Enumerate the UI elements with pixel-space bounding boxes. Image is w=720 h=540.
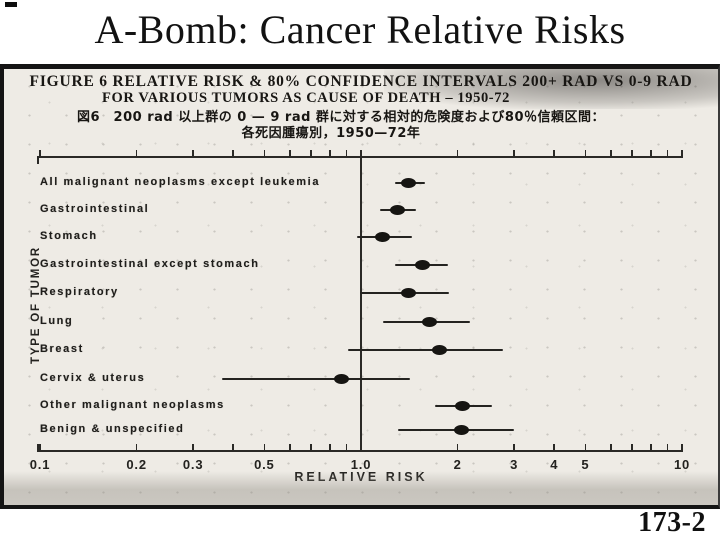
x-tick-label: 0.5 (254, 457, 275, 472)
x-tick (584, 444, 587, 450)
x-tick (513, 444, 515, 450)
figure-caption-line1: FIGURE 6 RELATIVE RISK & 80% CONFIDENCE … (29, 73, 693, 90)
scan-smudge (384, 65, 720, 109)
x-tick (631, 444, 634, 450)
figure-caption-japanese-line2: 各死因腫瘍別，1950—72年 (241, 126, 421, 141)
point-estimate-dot (453, 425, 469, 435)
x-tick-label: 0.2 (126, 457, 147, 472)
point-estimate-dot (401, 178, 417, 188)
x-tick (135, 444, 138, 450)
point-estimate-dot (334, 374, 350, 384)
scan-shadow (4, 471, 718, 505)
x-tick (192, 150, 194, 156)
x-tick (263, 150, 266, 156)
x-tick (513, 150, 515, 156)
x-tick (329, 150, 331, 156)
row-label: Gastrointestinal (40, 203, 150, 215)
ci-line (222, 377, 410, 381)
x-tick (39, 444, 41, 450)
x-tick (456, 150, 459, 156)
point-estimate-dot (422, 317, 438, 327)
x-tick (553, 150, 556, 156)
forest-plot: 0.1 0.2 0.3 0.5 1.0 2 3 4 5 10 All malignant neopl… (4, 69, 718, 505)
row-label: All malignant neoplasms except leukemia (40, 176, 321, 188)
x-tick (39, 150, 41, 156)
page-number: 173-2 (638, 507, 706, 538)
x-tick-label: 3 (510, 457, 519, 472)
reference-line (359, 156, 363, 452)
x-tick-label: 0.1 (29, 457, 51, 472)
x-tick (584, 150, 587, 156)
x-tick (263, 444, 266, 450)
scan-corner-mark (5, 2, 17, 7)
x-tick (310, 150, 313, 156)
y-axis-title: TYPE OF TUMOR (30, 246, 42, 364)
row-label: Benign & unspecified (40, 423, 185, 435)
point-estimate-dot (415, 260, 431, 270)
x-tick (666, 150, 669, 156)
page-title: A-Bomb: Cancer Relative Risks (94, 7, 626, 52)
row-label: Breast (40, 343, 84, 355)
x-tick (232, 444, 235, 450)
x-tick (232, 150, 235, 156)
x-tick (329, 444, 331, 450)
x-tick (609, 444, 612, 450)
x-tick-label: 10 (673, 457, 691, 472)
x-tick (288, 150, 291, 156)
x-tick-label: 0.3 (182, 457, 204, 472)
x-tick (650, 444, 652, 450)
row-label: Respiratory (40, 286, 119, 298)
x-tick (681, 444, 683, 450)
axis-endcap (37, 444, 39, 452)
x-tick (192, 444, 194, 450)
x-tick (345, 150, 348, 156)
point-estimate-dot (375, 232, 391, 242)
x-tick-label: 2 (453, 457, 462, 472)
x-tick-label: 5 (581, 457, 590, 472)
x-tick (681, 150, 683, 156)
x-tick (553, 444, 556, 450)
row-label: Lung (40, 315, 74, 327)
row-label: Cervix & uterus (40, 372, 146, 384)
point-estimate-dot (454, 401, 470, 411)
figure-caption-line2: FOR VARIOUS TUMORS AS CAUSE OF DEATH – 1… (102, 90, 510, 106)
row-label: Stomach (40, 230, 98, 242)
point-estimate-dot (401, 288, 417, 298)
x-tick (609, 150, 612, 156)
x-tick (135, 150, 138, 156)
point-estimate-dot (390, 205, 406, 215)
x-tick (650, 150, 652, 156)
x-axis-title: RELATIVE RISK (251, 470, 471, 484)
x-tick (310, 444, 313, 450)
row-label: Other malignant neoplasms (40, 399, 225, 411)
x-tick (666, 444, 669, 450)
x-tick (456, 444, 459, 450)
x-tick (345, 444, 348, 450)
x-tick (631, 150, 634, 156)
figure-caption-japanese-line1: 図6 200 rad 以上群の 0 — 9 rad 群に対する相対的危険度および… (76, 110, 606, 125)
axis-endcap (37, 156, 39, 164)
x-tick (288, 444, 291, 450)
row-label: Gastrointestinal except stomach (40, 258, 260, 270)
x-tick (360, 150, 362, 156)
x-tick-label: 1.0 (350, 457, 372, 472)
x-tick-label: 4 (550, 457, 559, 472)
ci-line (347, 348, 504, 352)
figure-6-scan: FIGURE 6 RELATIVE RISK & 80% CONFIDENCE … (0, 64, 720, 509)
point-estimate-dot (432, 345, 448, 355)
